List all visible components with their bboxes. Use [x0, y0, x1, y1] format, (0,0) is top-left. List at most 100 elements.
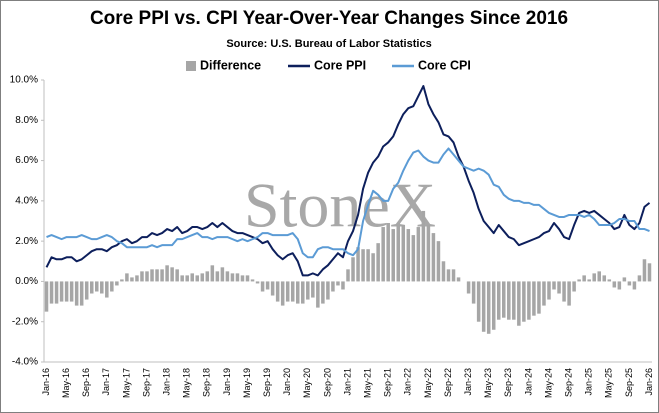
bar	[602, 275, 607, 282]
bar	[456, 277, 461, 282]
x-tick-label: May-22	[423, 368, 433, 398]
x-tick-label: May-21	[362, 368, 372, 398]
x-tick-label: May-23	[483, 368, 493, 398]
bar	[64, 281, 69, 302]
bar	[49, 281, 54, 304]
bar	[436, 241, 441, 282]
y-tick-label: 2.0%	[15, 236, 38, 247]
bar	[537, 281, 541, 314]
x-tick-label: Jan-21	[342, 368, 352, 396]
bar	[250, 279, 255, 282]
x-tick-label: May-16	[61, 368, 71, 398]
bar	[225, 271, 230, 282]
chart-subtitle: Source: U.S. Bureau of Labor Statistics	[226, 38, 431, 50]
bar	[547, 281, 551, 300]
legend-swatch	[186, 61, 196, 71]
bar	[110, 281, 114, 292]
bar	[321, 281, 325, 304]
x-tick-label: Jan-23	[463, 368, 473, 396]
x-tick-label: Sep-24	[563, 368, 573, 397]
bar	[466, 281, 471, 294]
bar	[165, 265, 169, 282]
x-tick-label: May-19	[242, 368, 252, 398]
bar	[100, 281, 104, 294]
y-tick-label: -2.0%	[12, 316, 38, 327]
x-tick-label: Sep-18	[202, 368, 212, 397]
bar	[205, 271, 210, 282]
bar	[105, 281, 109, 298]
bar	[69, 281, 74, 302]
bar	[125, 273, 129, 282]
bar	[275, 281, 280, 302]
y-tick-label: 10.0%	[10, 75, 38, 86]
bar	[486, 281, 491, 334]
y-tick-label: 4.0%	[15, 195, 38, 206]
bar	[79, 281, 84, 306]
legend-label: Difference	[200, 58, 261, 72]
x-tick-label: Sep-20	[322, 368, 332, 397]
bar	[220, 267, 225, 282]
bar	[517, 281, 521, 326]
bar	[577, 279, 581, 282]
x-tick-label: Sep-22	[443, 368, 453, 397]
bar	[95, 281, 99, 292]
bar	[326, 281, 330, 300]
bar	[366, 249, 370, 282]
bar	[426, 225, 431, 282]
bar	[637, 275, 642, 282]
bar	[150, 269, 154, 282]
bar	[356, 247, 360, 282]
bar	[200, 273, 205, 282]
bar	[306, 281, 310, 300]
bar	[316, 281, 320, 308]
bar	[240, 275, 245, 282]
bar	[89, 281, 94, 294]
bar	[155, 269, 159, 282]
bar	[401, 225, 406, 282]
bar	[592, 273, 596, 282]
bar	[502, 281, 506, 318]
legend-label: Core CPI	[418, 58, 471, 72]
bar	[145, 271, 149, 282]
x-tick-label: May-18	[182, 368, 192, 398]
y-tick-label: 8.0%	[15, 115, 38, 126]
bar	[210, 265, 215, 282]
bar	[44, 281, 49, 312]
bar	[84, 281, 89, 300]
bar	[416, 227, 421, 282]
bar	[557, 281, 561, 294]
x-tick-label: Jan-22	[403, 368, 413, 396]
bar	[130, 277, 134, 282]
bar	[290, 281, 295, 302]
bar	[582, 275, 586, 282]
bar	[491, 281, 496, 330]
x-tick-label: May-24	[543, 368, 553, 398]
bar	[376, 243, 380, 282]
bar	[451, 269, 456, 282]
bar	[270, 281, 275, 296]
bar	[265, 281, 270, 290]
bar	[532, 281, 536, 316]
bar	[522, 281, 526, 322]
bar	[190, 273, 194, 282]
x-tick-label: Sep-17	[141, 368, 151, 397]
bar	[245, 275, 250, 282]
bar	[135, 275, 139, 282]
bar	[235, 273, 240, 282]
x-tick-label: Jan-24	[523, 368, 533, 396]
y-tick-label: 0.0%	[15, 276, 38, 287]
bar	[617, 281, 622, 290]
bar	[471, 281, 476, 304]
bar	[351, 257, 355, 282]
bar	[512, 281, 516, 320]
bar	[496, 281, 501, 320]
bar	[622, 277, 627, 282]
bar	[74, 281, 79, 306]
legend-label: Core PPI	[314, 58, 366, 72]
bar	[642, 259, 647, 282]
x-tick-label: Sep-19	[262, 368, 272, 397]
chart-title: Core PPI vs. CPI Year-Over-Year Changes …	[90, 8, 568, 29]
bar	[336, 281, 340, 286]
